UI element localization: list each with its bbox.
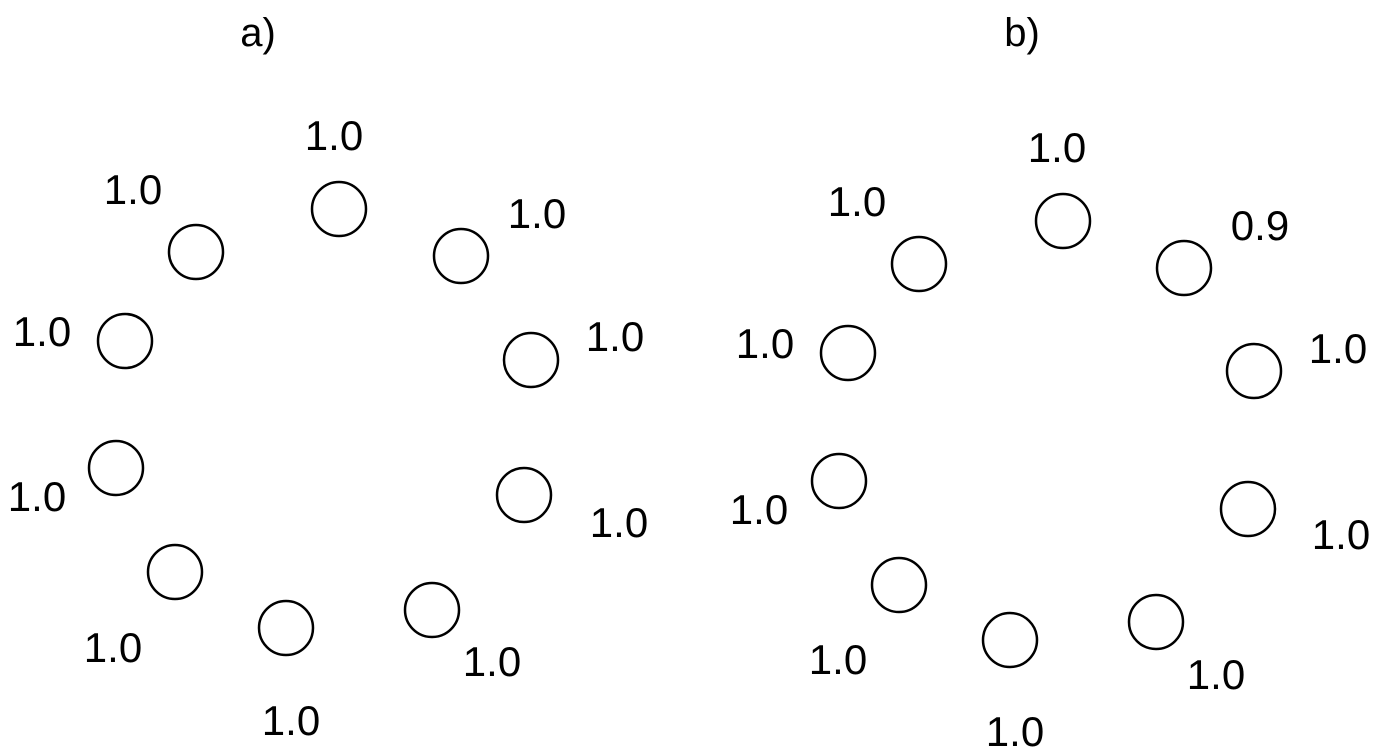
node-circle <box>981 611 1039 669</box>
node-circle <box>1127 593 1185 651</box>
node-value-label: 1.0 <box>13 308 71 355</box>
node-group: 1.0 <box>828 178 948 293</box>
node-circle <box>819 324 877 382</box>
node-value-label: 1.0 <box>1309 325 1367 372</box>
node-group: 1.0 <box>104 166 225 281</box>
node-group: 1.0 <box>8 439 145 520</box>
node-circle <box>1155 239 1213 297</box>
node-value-label: 1.0 <box>809 636 867 683</box>
node-circle <box>1219 480 1277 538</box>
node-circle <box>87 439 145 497</box>
node-group: 1.0 <box>84 543 204 671</box>
node-group: 1.0 <box>809 556 928 683</box>
node-circle <box>310 180 368 238</box>
node-group: 1.0 <box>1028 124 1092 250</box>
node-group: 1.0 <box>1225 325 1367 400</box>
node-group: 1.0 <box>432 190 566 285</box>
node-value-label: 1.0 <box>1028 124 1086 171</box>
panel-b: b) 1.0 0.9 1.0 1.0 1.0 1.0 <box>730 11 1370 752</box>
node-group: 1.0 <box>730 452 868 533</box>
node-circle <box>146 543 204 601</box>
node-value-label: 1.0 <box>736 320 794 367</box>
node-circle <box>167 223 225 281</box>
node-value-label: 1.0 <box>1187 651 1245 698</box>
node-circle <box>257 599 315 657</box>
node-value-label: 1.0 <box>508 190 566 237</box>
node-value-label: 1.0 <box>586 313 644 360</box>
node-value-label: 1.0 <box>986 708 1044 752</box>
node-group: 1.0 <box>403 581 521 685</box>
node-group: 1.0 <box>1127 593 1245 698</box>
node-value-label: 1.0 <box>730 486 788 533</box>
node-value-label: 1.0 <box>104 166 162 213</box>
node-value-label: 1.0 <box>262 697 320 744</box>
node-group: 1.0 <box>502 313 644 389</box>
node-value-label: 1.0 <box>828 178 886 225</box>
node-group: 1.0 <box>1219 480 1370 558</box>
node-group: 1.0 <box>257 599 320 744</box>
node-group: 1.0 <box>736 320 877 382</box>
panel-b-title: b) <box>1004 11 1040 55</box>
node-circle <box>502 331 560 389</box>
node-group: 1.0 <box>305 112 368 238</box>
node-circle <box>96 312 154 370</box>
node-value-label: 1.0 <box>305 112 363 159</box>
node-value-label: 1.0 <box>8 473 66 520</box>
node-value-label: 1.0 <box>463 638 521 685</box>
node-circle <box>1034 192 1092 250</box>
node-circle <box>403 581 461 639</box>
node-circle <box>1225 342 1283 400</box>
node-value-label: 0.9 <box>1231 202 1289 249</box>
node-circle <box>432 227 490 285</box>
node-value-label: 1.0 <box>590 499 648 546</box>
node-value-label: 1.0 <box>84 624 142 671</box>
node-circle <box>870 556 928 614</box>
node-group: 1.0 <box>495 466 648 546</box>
node-circle <box>890 235 948 293</box>
node-group: 0.9 <box>1155 202 1289 297</box>
node-group: 1.0 <box>13 308 154 370</box>
node-group: 1.0 <box>981 611 1044 752</box>
node-circle <box>810 452 868 510</box>
node-value-label: 1.0 <box>1312 511 1370 558</box>
panel-a-title: a) <box>240 11 276 55</box>
node-circle <box>495 466 553 524</box>
panel-a: a) 1.0 1.0 1.0 1.0 1.0 1.0 <box>8 11 648 744</box>
